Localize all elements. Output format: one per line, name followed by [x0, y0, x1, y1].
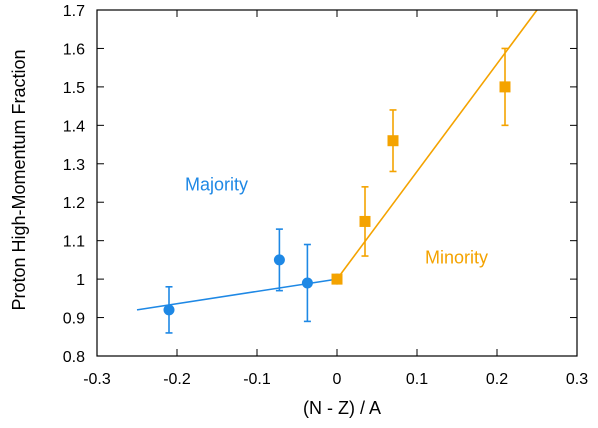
y-tick-label: 0.9	[63, 311, 85, 328]
data-point-circle	[163, 304, 175, 316]
axis-ticks	[96, 9, 578, 357]
y-tick-labels: 0.8 0.9 1 1.1 1.2 1.3 1.4 1.5 1.6 1.7	[63, 3, 85, 366]
data-point-circle	[301, 277, 313, 289]
data-point-square	[499, 81, 511, 93]
x-tick-label: 0.1	[406, 371, 428, 388]
annotation-label: Majority	[185, 175, 248, 195]
data-point-square	[359, 215, 371, 227]
y-tick-label: 1.3	[63, 157, 85, 174]
y-tick-label: 1.6	[63, 41, 85, 58]
x-tick-label: 0.3	[566, 371, 588, 388]
data-point-square	[331, 273, 343, 285]
data-point-circle	[273, 254, 285, 266]
y-tick-label: 1	[76, 272, 85, 289]
x-tick-label: -0.2	[163, 371, 191, 388]
y-tick-label: 1.2	[63, 195, 85, 212]
data-markers	[163, 81, 511, 316]
x-tick-labels: -0.3 -0.2 -0.1 0 0.1 0.2 0.3	[83, 371, 588, 388]
y-tick-label: 1.4	[63, 118, 85, 135]
y-axis-title: Proton High-Momentum Fraction	[9, 49, 29, 310]
x-tick-label: -0.3	[83, 371, 111, 388]
y-tick-label: 0.8	[63, 349, 85, 366]
x-axis-title: (N - Z) / A	[303, 398, 381, 418]
annotation-label: Minority	[425, 248, 488, 268]
x-tick-label: 0	[333, 371, 342, 388]
y-tick-label: 1.1	[63, 234, 85, 251]
annotations: Majority Minority	[185, 175, 488, 268]
x-tick-label: -0.1	[243, 371, 271, 388]
x-tick-label: 0.2	[486, 371, 508, 388]
data-point-square	[387, 135, 399, 147]
y-tick-label: 1.5	[63, 80, 85, 97]
fit-line-1	[336, 9, 538, 280]
y-tick-label: 1.7	[63, 3, 85, 20]
